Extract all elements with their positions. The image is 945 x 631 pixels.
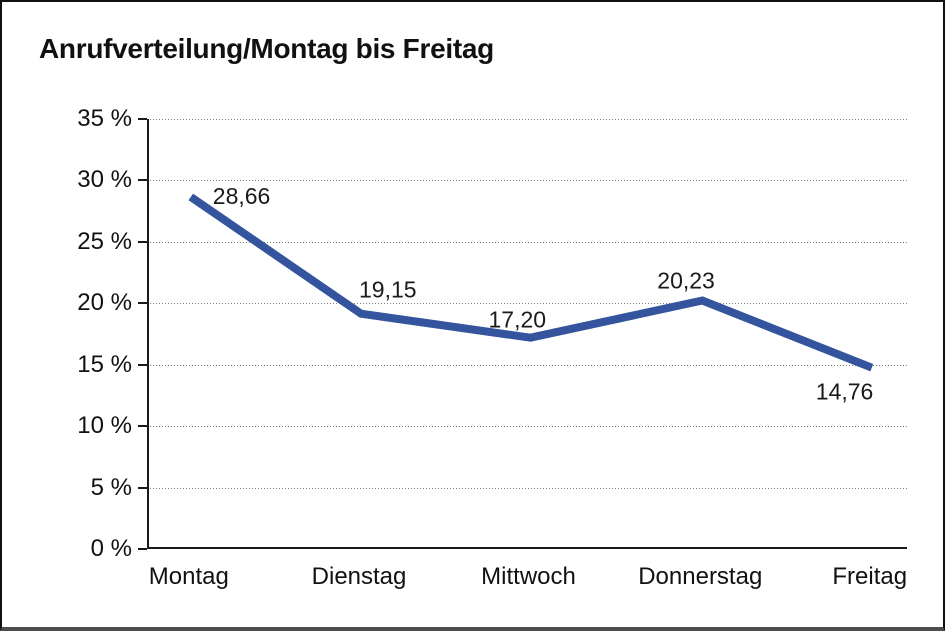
y-axis-tick <box>138 548 147 550</box>
gridline <box>150 364 907 366</box>
y-axis-label: 0 % <box>90 535 132 562</box>
y-axis-tick <box>138 302 147 305</box>
data-label-montag: 28,66 <box>213 183 271 209</box>
y-axis-label: 10 % <box>77 412 132 440</box>
y-axis-label: 5 % <box>90 473 132 501</box>
y-axis-tick <box>138 486 147 489</box>
y-axis-label: 35 % <box>77 105 132 132</box>
data-label-freitag: 14,76 <box>816 379 874 405</box>
data-label-donnerstag: 20,23 <box>657 268 715 294</box>
x-axis-label-montag: Montag <box>148 563 229 590</box>
y-axis-tick <box>138 240 147 243</box>
gridline <box>150 180 907 182</box>
gridline <box>150 303 907 305</box>
call-distribution-line <box>188 193 874 372</box>
data-label-mittwoch: 17,20 <box>489 307 547 333</box>
x-axis-label-mittwoch: Mittwoch <box>481 563 576 590</box>
y-axis-tick <box>138 118 147 120</box>
x-axis-label-freitag: Freitag <box>832 563 908 590</box>
x-axis-label-donnerstag: Donnerstag <box>638 563 763 590</box>
gridline <box>150 241 907 243</box>
y-axis-tick <box>138 363 147 366</box>
y-axis-label: 30 % <box>77 166 132 194</box>
gridline <box>150 487 907 489</box>
gridline <box>150 426 907 428</box>
x-axis-label-dienstag: Dienstag <box>311 563 407 590</box>
plot-area: 28,66 19,15 17,20 20,23 14,76 <box>147 119 907 549</box>
y-axis-tick <box>138 179 147 182</box>
series-canvas: 28,66 19,15 17,20 20,23 14,76 <box>188 183 874 405</box>
data-label-dienstag: 19,15 <box>359 277 417 303</box>
gridline <box>150 119 907 120</box>
chart-title: Anrufverteilung/Montag bis Freitag <box>39 33 494 64</box>
y-axis-label: 25 % <box>77 227 132 255</box>
y-axis-label: 15 % <box>77 350 132 378</box>
y-axis-tick <box>138 425 147 428</box>
y-axis-label: 20 % <box>77 289 132 317</box>
